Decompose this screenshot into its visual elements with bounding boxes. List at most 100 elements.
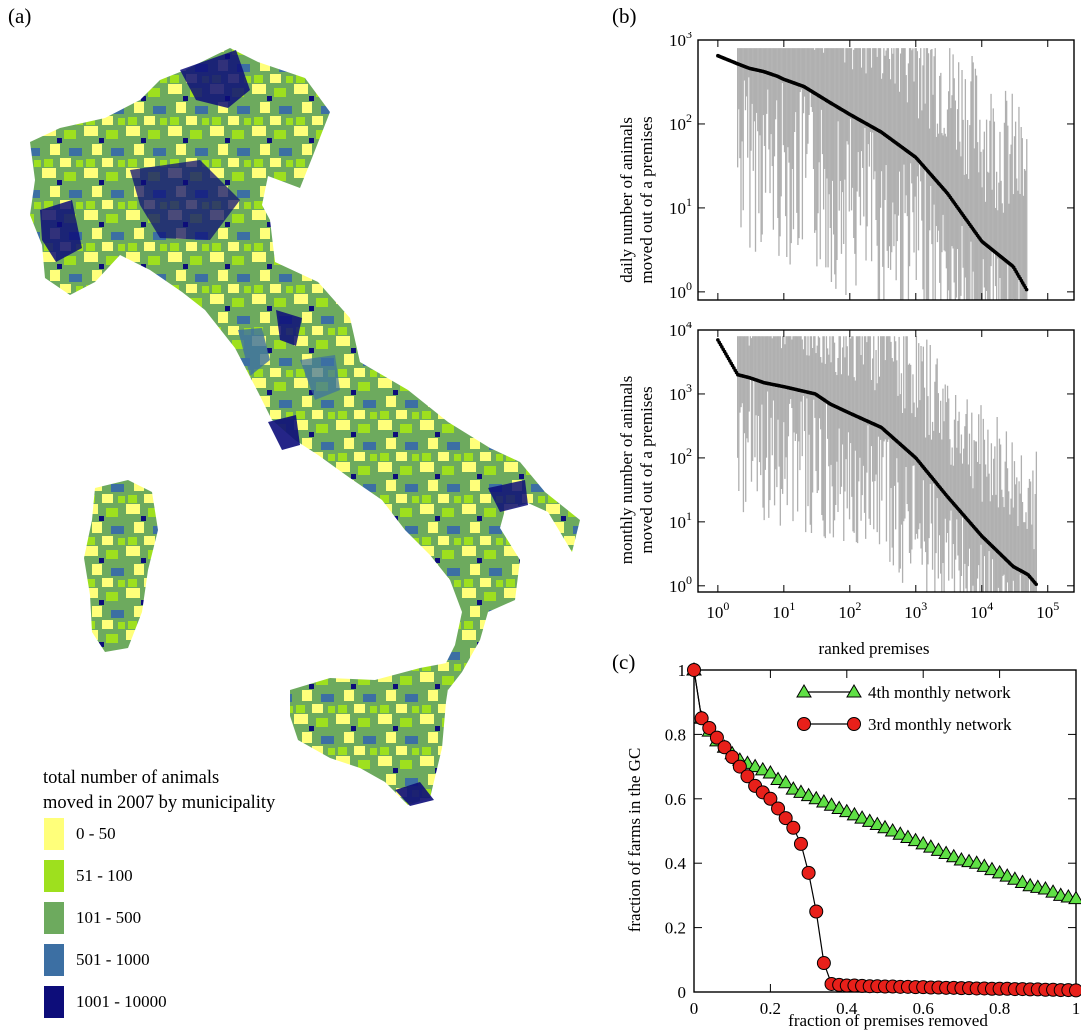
x-tick-label: 1 <box>1072 999 1081 1018</box>
y-tick-label: 100 <box>669 279 692 302</box>
series-1-point <box>838 803 855 818</box>
legend-swatch <box>44 944 64 976</box>
x-tick-label: 0.4 <box>836 999 858 1018</box>
series-1-point <box>922 839 939 853</box>
series-1-point <box>976 858 993 872</box>
series-1-point <box>777 774 794 789</box>
series-1-point <box>1045 884 1061 898</box>
legend-label: 1001 - 10000 <box>76 992 167 1011</box>
legend-label-2: 3rd monthly network <box>868 715 1012 734</box>
y-tick-label: 0.8 <box>665 725 686 744</box>
legend-marker <box>797 717 811 731</box>
monthly-animals-chart: monthly number of animals moved out of a… <box>617 322 1075 658</box>
y-tick-label: 102 <box>669 111 692 134</box>
series-2-point <box>786 820 801 835</box>
legend-label: 101 - 500 <box>76 908 142 927</box>
x-tick-label: 103 <box>904 599 927 622</box>
y-tick-label: 102 <box>669 445 692 468</box>
legend-title-line-1: total number of animals <box>43 768 220 788</box>
series-1-point <box>900 829 916 843</box>
series-1-point <box>877 819 893 834</box>
y-tick-label: 101 <box>669 509 692 532</box>
legend-label: 0 - 50 <box>76 824 116 843</box>
series-1-point <box>938 845 954 860</box>
series-2-point <box>702 720 717 735</box>
series-1-point <box>747 758 763 773</box>
daily-animals-chart: daily number of animals moved out of a p… <box>617 32 1075 302</box>
legend-swatch <box>44 902 64 934</box>
series-1-point <box>930 842 947 856</box>
series-2-point <box>725 749 740 764</box>
series-1-point <box>762 765 779 779</box>
series-1-point <box>1014 874 1031 889</box>
b-bot-ylabel-line-1: monthly number of animals <box>617 376 636 564</box>
italy-choropleth-map <box>30 48 580 806</box>
data-point <box>1024 287 1029 292</box>
y-tick-label: 0.2 <box>665 919 686 938</box>
series-1-point <box>1068 890 1081 905</box>
series-2-point <box>801 865 816 880</box>
series-2-point <box>763 791 778 806</box>
y-tick-label: 103 <box>669 381 692 404</box>
series-2-point <box>732 759 747 774</box>
x-tick-label: 0 <box>690 999 699 1018</box>
x-tick-label: 0.8 <box>989 999 1010 1018</box>
series-1-point <box>884 823 901 837</box>
series-1-point <box>984 861 1000 876</box>
series-2-point <box>809 904 824 919</box>
y-tick-label: 0.6 <box>665 790 686 809</box>
legend-label: 51 - 100 <box>76 866 133 885</box>
series-1-point <box>1037 880 1054 895</box>
series-1-point <box>823 797 840 811</box>
c-xlabel: fraction of premises removed <box>788 1011 988 1030</box>
data-point <box>1034 582 1038 587</box>
panel-label-b: (b) <box>612 4 637 28</box>
legend-title-line-2: moved in 2007 by municipality <box>43 793 276 813</box>
series-2-point <box>778 811 793 826</box>
series-1-point <box>816 794 832 808</box>
series-1-point <box>1007 871 1023 885</box>
series-1-point <box>785 781 802 795</box>
series-1-point <box>808 790 825 805</box>
y-tick-label: 1 <box>678 662 687 680</box>
series-1-point <box>945 848 962 863</box>
series-1-point <box>892 826 909 840</box>
series-2-point <box>709 730 724 745</box>
y-tick-label: 0 <box>678 983 687 1002</box>
b-bot-xlabel: ranked premises <box>819 639 930 658</box>
series-1-point <box>846 806 863 821</box>
series-2-point <box>694 711 709 726</box>
series-1-point <box>831 800 848 814</box>
series-1-point <box>861 813 878 827</box>
legend-swatch <box>44 818 64 850</box>
series-1-point <box>793 784 809 798</box>
legend-item: 0 - 50 <box>44 818 116 850</box>
plot-frame <box>697 329 1075 593</box>
x-tick-label: 105 <box>1036 599 1059 622</box>
panel-label-c: (c) <box>612 650 636 674</box>
x-tick-label: 0.2 <box>760 999 781 1018</box>
series-2-point <box>771 801 786 816</box>
x-tick-label: 104 <box>970 599 993 622</box>
legend-marker <box>796 684 812 698</box>
series-2-point <box>740 769 755 784</box>
c-ylabel: fraction of farms in the GC <box>625 748 644 933</box>
series-1-point <box>968 855 985 869</box>
series-1-point <box>991 864 1008 879</box>
x-tick-label: 101 <box>772 599 795 622</box>
legend-label: 501 - 1000 <box>76 950 150 969</box>
legend-label-1: 4th monthly network <box>868 683 1011 702</box>
b-bot-ylabel-line-2: moved out of a premises <box>637 386 656 553</box>
legend-swatch <box>44 860 64 892</box>
y-tick-label: 100 <box>669 573 692 596</box>
legend-item: 501 - 1000 <box>44 944 150 976</box>
legend-marker <box>846 684 862 698</box>
y-tick-label: 103 <box>669 32 692 50</box>
series-2-point <box>793 836 808 851</box>
series-2-point <box>1069 983 1081 998</box>
series-1-point <box>869 816 886 831</box>
series-1-point <box>907 832 924 847</box>
legend-item: 51 - 100 <box>44 860 133 892</box>
x-tick-label: 0.6 <box>913 999 934 1018</box>
legend-swatch <box>44 986 64 1018</box>
